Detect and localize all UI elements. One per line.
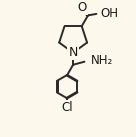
Text: N: N: [68, 46, 78, 59]
Text: OH: OH: [101, 7, 118, 20]
Text: Cl: Cl: [61, 101, 73, 114]
Text: O: O: [78, 1, 87, 14]
Text: NH₂: NH₂: [91, 55, 113, 67]
